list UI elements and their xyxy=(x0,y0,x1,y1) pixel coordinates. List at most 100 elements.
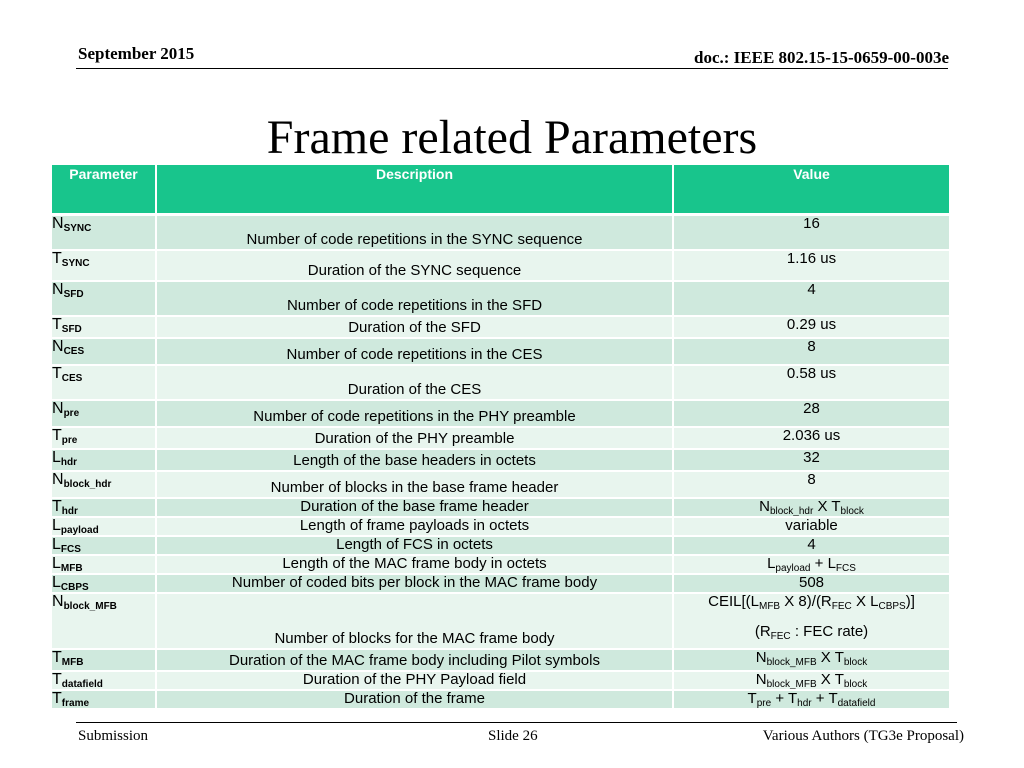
value-term-a: L xyxy=(767,554,776,572)
parameter-cell: Npre xyxy=(52,399,157,428)
description-cell: Length of the MAC frame body in octets xyxy=(156,554,674,575)
description-cell: Length of frame payloads in octets xyxy=(156,516,674,537)
parameter-cell: TMFB xyxy=(52,648,157,672)
value-text: 32 xyxy=(803,448,820,466)
value-cell: 508 xyxy=(673,573,949,594)
description-cell: Number of code repetitions in the CES xyxy=(156,337,674,366)
parameter-subscript: CBPS xyxy=(60,581,89,593)
parameter-cell: LMFB xyxy=(52,554,157,575)
description-cell: Duration of the SFD xyxy=(156,315,674,339)
formula-text: X 8)/(R xyxy=(780,592,832,610)
table-row: TSFD Duration of the SFD 0.29 us xyxy=(52,315,949,339)
parameter-symbol: T xyxy=(52,364,62,382)
value-text: 4 xyxy=(807,535,816,553)
parameter-cell: Nblock_hdr xyxy=(52,470,157,499)
value-operator: X xyxy=(813,497,832,515)
table-row: TCES Duration of the CES 0.58 us xyxy=(52,364,949,401)
value-cell: 8 xyxy=(673,337,949,366)
description-text: Number of blocks in the base frame heade… xyxy=(270,478,559,496)
value-cell: Nblock_hdr X Tblock xyxy=(673,497,949,518)
value-cell: Lpayload + LFCS xyxy=(673,554,949,575)
description-text: Duration of the SFD xyxy=(348,318,481,336)
parameter-symbol: T xyxy=(52,648,62,666)
footer-authors: Various Authors (TG3e Proposal) xyxy=(762,728,964,744)
value-cell: 1.16 us xyxy=(673,249,949,282)
value-cell: 2.036 us xyxy=(673,426,949,450)
description-text: Number of code repetitions in the CES xyxy=(286,345,543,363)
description-text: Length of the MAC frame body in octets xyxy=(282,554,547,572)
parameter-subscript: CES xyxy=(61,372,83,384)
description-cell: Length of FCS in octets xyxy=(156,535,674,556)
note-text: (R xyxy=(754,622,771,640)
description-cell: Duration of the PHY Payload field xyxy=(156,670,674,691)
table-row: LFCS Length of FCS in octets 4 xyxy=(52,535,949,556)
parameter-subscript: SFD xyxy=(61,323,82,335)
column-header-value: Value xyxy=(673,165,949,216)
value-cell: Nblock_MFB X Tblock xyxy=(673,648,949,672)
description-cell: Number of code repetitions in the SYNC s… xyxy=(156,214,674,251)
value-cell: 0.29 us xyxy=(673,315,949,339)
value-cell: 16 xyxy=(673,214,949,251)
value-term-b-subscript: FCS xyxy=(835,562,856,574)
value-cell: CEIL[(LMFB X 8)/(RFEC X LCBPS)] (RFEC : F… xyxy=(673,592,949,650)
parameter-symbol: L xyxy=(52,448,61,466)
formula-text: CEIL[(L xyxy=(708,592,759,610)
formula-text: X L xyxy=(851,592,879,610)
parameters-table: Parameter Description Value NSYNC Number … xyxy=(52,165,949,710)
value-term-b-subscript: block xyxy=(840,505,864,517)
description-text: Duration of the frame xyxy=(344,689,485,707)
parameter-symbol: N xyxy=(52,337,64,355)
parameter-cell: TSYNC xyxy=(52,249,157,282)
value-cell: 4 xyxy=(673,535,949,556)
parameter-cell: NCES xyxy=(52,337,157,366)
description-text: Number of blocks for the MAC frame body xyxy=(274,629,555,647)
value-text: 8 xyxy=(807,337,816,355)
value-cell: Nblock_MFB X Tblock xyxy=(673,670,949,691)
value-term-a-subscript: payload xyxy=(775,562,811,574)
value-operator: X xyxy=(816,670,835,688)
description-cell: Duration of the frame xyxy=(156,689,674,710)
parameter-symbol: N xyxy=(52,399,64,417)
value-text: 1.16 us xyxy=(786,249,837,267)
parameter-symbol: T xyxy=(52,670,62,688)
table-row: Tpre Duration of the PHY preamble 2.036 us xyxy=(52,426,949,450)
description-text: Length of the base headers in octets xyxy=(293,451,536,469)
parameter-subscript: MFB xyxy=(60,562,83,574)
parameter-symbol: L xyxy=(52,535,61,553)
parameter-subscript: SYNC xyxy=(61,257,90,269)
value-term-b: T xyxy=(831,497,841,515)
description-text: Length of frame payloads in octets xyxy=(299,516,530,534)
parameter-subscript: block_hdr xyxy=(63,478,112,490)
value-note: (RFEC : FEC rate) xyxy=(674,622,949,641)
value-term-b-subscript: block xyxy=(843,656,868,668)
value-term-a-subscript: block_hdr xyxy=(769,505,814,517)
formula-subscript: FEC xyxy=(831,600,852,612)
value-text: 0.29 us xyxy=(786,315,837,333)
description-text: Number of coded bits per block in the MA… xyxy=(231,573,598,591)
footer-submission: Submission xyxy=(78,728,149,744)
slide-number: Slide 26 xyxy=(488,728,538,744)
parameter-cell: NSFD xyxy=(52,280,157,317)
value-text: 8 xyxy=(807,470,816,488)
parameter-cell: LCBPS xyxy=(52,573,157,594)
value-term-b: T xyxy=(788,689,798,707)
description-text: Duration of the MAC frame body including… xyxy=(228,651,600,669)
parameter-symbol: N xyxy=(52,592,64,610)
description-text: Number of code repetitions in the PHY pr… xyxy=(253,407,576,425)
table-row: TSYNC Duration of the SYNC sequence 1.16 u… xyxy=(52,249,949,282)
description-cell: Duration of the SYNC sequence xyxy=(156,249,674,282)
table-row: Thdr Duration of the base frame header Nbl… xyxy=(52,497,949,518)
footer-divider xyxy=(76,722,957,723)
header-date: September 2015 xyxy=(78,44,195,63)
parameter-cell: Lhdr xyxy=(52,448,157,472)
description-cell: Number of code repetitions in the PHY pr… xyxy=(156,399,674,428)
parameter-cell: Tdatafield xyxy=(52,670,157,691)
description-text: Duration of the base frame header xyxy=(300,497,529,515)
parameter-subscript: hdr xyxy=(61,505,78,517)
description-text: Length of FCS in octets xyxy=(336,535,493,553)
parameter-cell: NSYNC xyxy=(52,214,157,251)
value-term-b-subscript: hdr xyxy=(797,697,812,709)
value-term-a-subscript: block_MFB xyxy=(766,678,817,690)
value-cell: 0.58 us xyxy=(673,364,949,401)
parameter-cell: Lpayload xyxy=(52,516,157,537)
